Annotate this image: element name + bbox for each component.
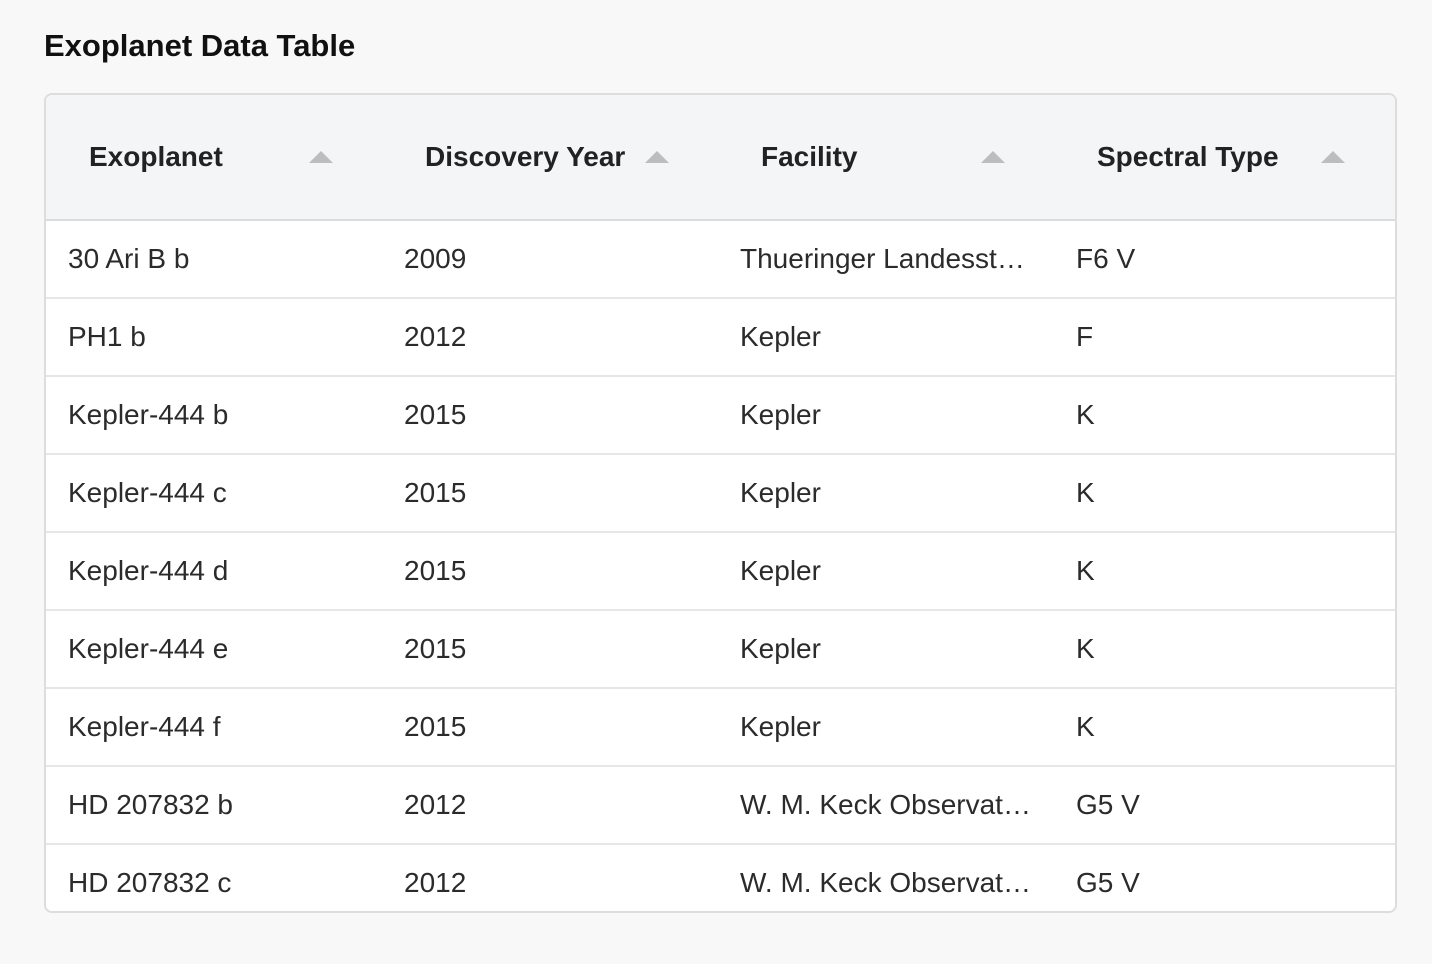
column-header-discovery-year[interactable]: Discovery Year xyxy=(425,95,725,219)
cell-discovery-year: 2009 xyxy=(404,243,467,274)
cell-spectral-type: K xyxy=(1076,711,1095,742)
cell-spectral-type: G5 V xyxy=(1076,789,1140,820)
column-header-label: Discovery Year xyxy=(425,141,626,172)
column-header-label: Exoplanet xyxy=(89,141,223,172)
cell-exoplanet: PH1 b xyxy=(68,321,146,352)
column-header-spectral-type[interactable]: Spectral Type xyxy=(1097,95,1395,219)
cell-discovery-year: 2015 xyxy=(404,633,467,664)
table-row[interactable]: HD 207832 b 2012 W. M. Keck Observatory … xyxy=(46,767,1395,845)
column-header-exoplanet[interactable]: Exoplanet xyxy=(89,95,389,219)
cell-exoplanet: Kepler-444 e xyxy=(68,633,229,664)
table-row[interactable]: 30 Ari B b 2009 Thueringer Landessternwa… xyxy=(46,221,1395,299)
column-header-facility[interactable]: Facility xyxy=(761,95,1061,219)
cell-facility: Kepler xyxy=(740,321,821,352)
cell-spectral-type: F6 V xyxy=(1076,243,1136,274)
table-header: Exoplanet Discovery Year Facility Spectr… xyxy=(46,95,1395,221)
cell-exoplanet: 30 Ari B b xyxy=(68,243,190,274)
cell-spectral-type: K xyxy=(1076,477,1095,508)
cell-exoplanet: HD 207832 c xyxy=(68,867,232,898)
table-row[interactable]: Kepler-444 b 2015 Kepler K xyxy=(46,377,1395,455)
cell-facility: Kepler xyxy=(740,555,821,586)
table-body: 30 Ari B b 2009 Thueringer Landessternwa… xyxy=(46,221,1395,911)
cell-spectral-type: K xyxy=(1076,633,1095,664)
table-row[interactable]: Kepler-444 e 2015 Kepler K xyxy=(46,611,1395,689)
table-row[interactable]: PH1 b 2012 Kepler F xyxy=(46,299,1395,377)
column-header-label: Spectral Type xyxy=(1097,141,1279,172)
cell-discovery-year: 2012 xyxy=(404,867,467,898)
cell-spectral-type: F xyxy=(1076,321,1094,352)
sort-ascending-icon[interactable] xyxy=(1321,151,1345,163)
cell-exoplanet: Kepler-444 c xyxy=(68,477,227,508)
cell-discovery-year: 2015 xyxy=(404,711,467,742)
sort-ascending-icon[interactable] xyxy=(981,151,1005,163)
cell-discovery-year: 2015 xyxy=(404,477,467,508)
table-row[interactable]: HD 207832 c 2012 W. M. Keck Observatory … xyxy=(46,845,1395,911)
cell-facility: Kepler xyxy=(740,633,821,664)
sort-ascending-icon[interactable] xyxy=(645,151,669,163)
cell-discovery-year: 2015 xyxy=(404,399,467,430)
cell-facility: Kepler xyxy=(740,477,821,508)
cell-facility: W. M. Keck Observatory xyxy=(740,867,1032,898)
cell-exoplanet: Kepler-444 b xyxy=(68,399,229,430)
table-row[interactable]: Kepler-444 d 2015 Kepler K xyxy=(46,533,1395,611)
cell-spectral-type: G5 V xyxy=(1076,867,1140,898)
table-row[interactable]: Kepler-444 c 2015 Kepler K xyxy=(46,455,1395,533)
cell-spectral-type: K xyxy=(1076,399,1095,430)
exoplanet-table: Exoplanet Discovery Year Facility Spectr… xyxy=(44,93,1397,913)
cell-facility: Kepler xyxy=(740,399,821,430)
cell-exoplanet: Kepler-444 f xyxy=(68,711,221,742)
cell-facility: Kepler xyxy=(740,711,821,742)
column-header-label: Facility xyxy=(761,141,858,172)
cell-spectral-type: K xyxy=(1076,555,1095,586)
cell-facility: Thueringer Landessternwarte Tautenburg xyxy=(740,243,1032,274)
cell-discovery-year: 2012 xyxy=(404,321,467,352)
cell-discovery-year: 2015 xyxy=(404,555,467,586)
cell-facility: W. M. Keck Observatory xyxy=(740,789,1032,820)
table-row[interactable]: Kepler-444 f 2015 Kepler K xyxy=(46,689,1395,767)
cell-exoplanet: Kepler-444 d xyxy=(68,555,229,586)
page-title: Exoplanet Data Table xyxy=(44,28,356,63)
cell-exoplanet: HD 207832 b xyxy=(68,789,234,820)
sort-ascending-icon[interactable] xyxy=(309,151,333,163)
cell-discovery-year: 2012 xyxy=(404,789,467,820)
